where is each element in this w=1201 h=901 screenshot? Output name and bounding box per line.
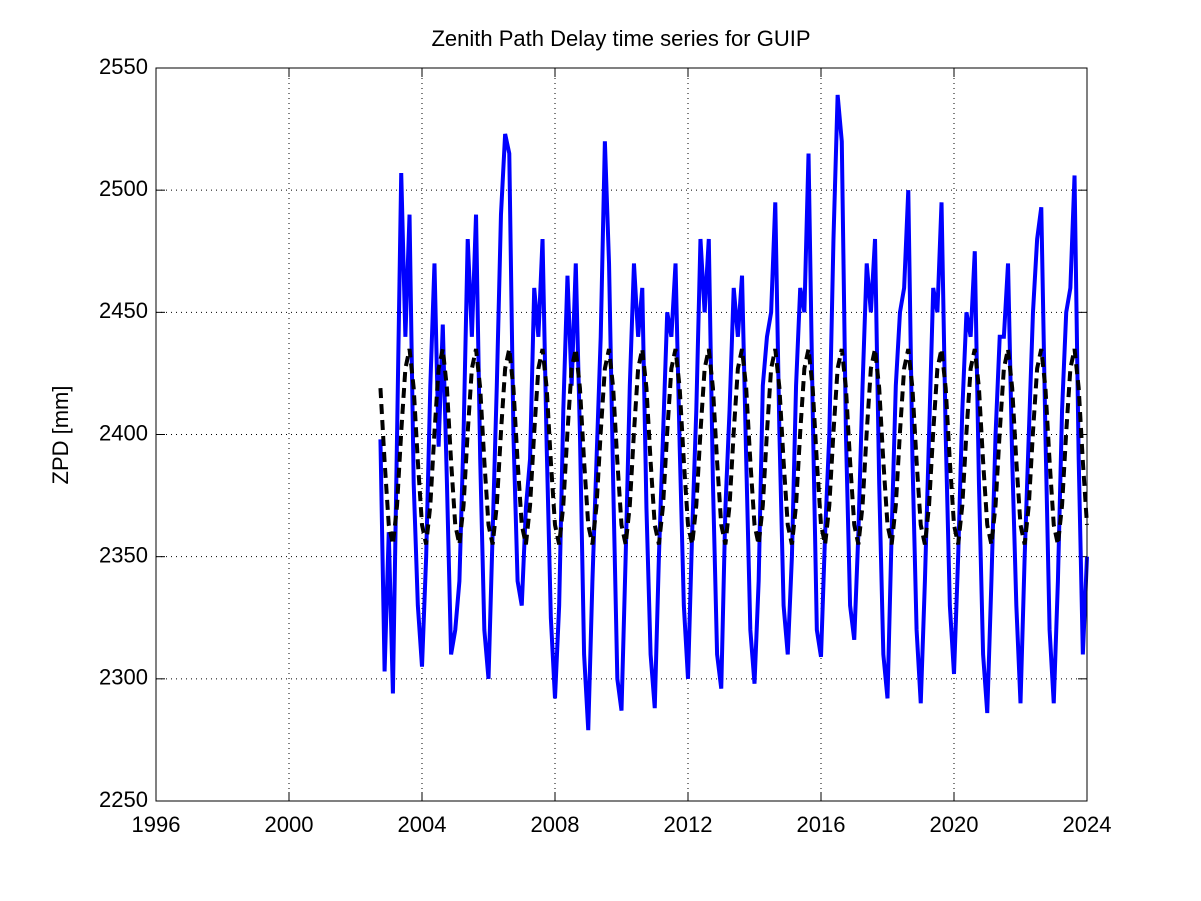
x-tick-label: 2016	[797, 812, 846, 837]
fit-line	[378, 348, 1089, 545]
x-tick-label: 1996	[132, 812, 181, 837]
x-tick-label: 2008	[531, 812, 580, 837]
x-tick-label: 2020	[930, 812, 979, 837]
data-line	[378, 94, 1089, 731]
y-tick-label: 2300	[99, 665, 148, 690]
x-tick-label: 2004	[398, 812, 447, 837]
chart-title: Zenith Path Delay time series for GUIP	[431, 26, 810, 51]
y-tick-label: 2450	[99, 298, 148, 323]
y-tick-label: 2400	[99, 420, 148, 445]
y-tick-label: 2500	[99, 176, 148, 201]
y-tick-label: 2550	[99, 54, 148, 79]
plot-frame	[155, 67, 1088, 802]
x-tick-label: 2012	[664, 812, 713, 837]
y-tick-label: 2350	[99, 542, 148, 567]
y-axis-label: ZPD [mm]	[48, 386, 73, 485]
x-tick-label: 2024	[1063, 812, 1112, 837]
y-tick-label: 2250	[99, 787, 148, 812]
x-tick-label: 2000	[265, 812, 314, 837]
